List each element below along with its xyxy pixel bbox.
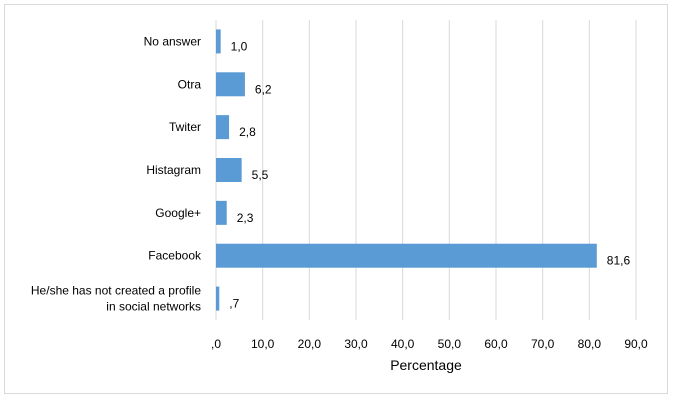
data-label: 81,6 xyxy=(607,254,631,268)
bar xyxy=(216,286,220,311)
bar xyxy=(216,29,221,54)
x-tick-label: 30,0 xyxy=(344,337,368,351)
bar xyxy=(216,115,230,140)
category-label: Facebook xyxy=(148,249,202,263)
x-tick-label: 80,0 xyxy=(578,337,602,351)
bar xyxy=(216,200,227,225)
data-label: 2,8 xyxy=(239,125,256,139)
category-labels: No answer Otra Twiter Histagram Google+ Faceb… xyxy=(31,34,202,313)
bar xyxy=(216,243,597,268)
chart-frame xyxy=(4,4,668,394)
bar xyxy=(216,158,242,182)
x-tick-label: 60,0 xyxy=(484,337,508,351)
x-tick-label: 10,0 xyxy=(251,337,275,351)
x-tick-label: 50,0 xyxy=(438,337,462,351)
category-label: He/she has not created a profile xyxy=(31,284,201,298)
bar xyxy=(216,72,245,97)
category-label: Twiter xyxy=(169,120,201,134)
x-axis-title: Percentage xyxy=(390,357,462,373)
category-label: Histagram xyxy=(146,163,201,177)
x-tick-label: 90,0 xyxy=(624,337,648,351)
x-tick-label: 20,0 xyxy=(298,337,322,351)
category-label: No answer xyxy=(144,34,201,48)
x-tick-label: ,0 xyxy=(211,337,221,351)
x-tick-label: 70,0 xyxy=(531,337,555,351)
gridlines xyxy=(215,20,637,320)
data-label: ,7 xyxy=(229,297,239,311)
bars xyxy=(216,29,597,311)
data-label: 6,2 xyxy=(255,82,272,96)
data-labels: 1,0 6,2 2,8 5,5 2,3 81,6 ,7 xyxy=(229,39,630,310)
x-tick-label: 40,0 xyxy=(391,337,415,351)
category-label: in social networks xyxy=(106,300,201,314)
data-label: 1,0 xyxy=(231,39,248,53)
data-label: 5,5 xyxy=(252,168,269,182)
category-label: Otra xyxy=(178,77,202,91)
data-label: 2,3 xyxy=(237,211,254,225)
category-label: Google+ xyxy=(155,206,201,220)
x-tick-labels: ,0 10,0 20,0 30,0 40,0 50,0 60,0 70,0 80,0 90,0 xyxy=(211,337,648,351)
